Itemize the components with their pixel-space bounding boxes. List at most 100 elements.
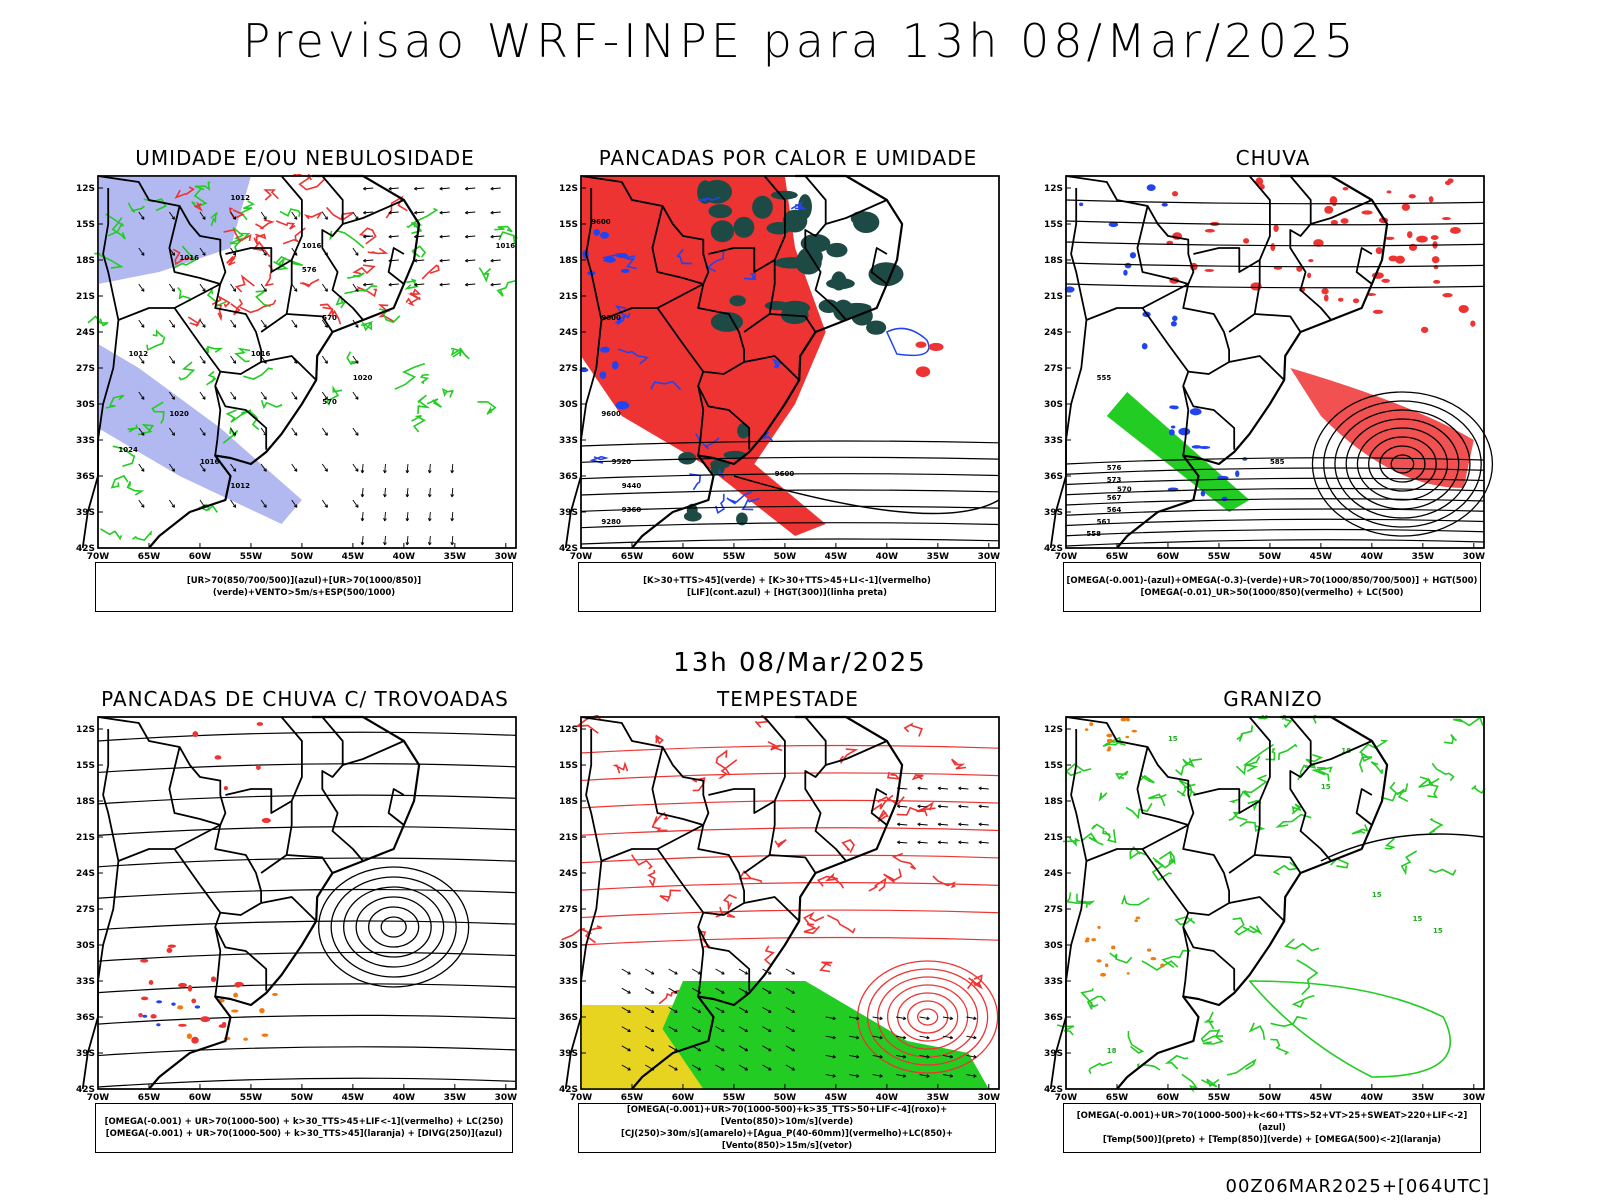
wind-vector bbox=[202, 216, 206, 220]
temp850-contour bbox=[1453, 716, 1484, 727]
wind-vector bbox=[650, 1028, 655, 1033]
temp850-contour bbox=[1203, 1011, 1215, 1030]
wind-vector bbox=[202, 360, 206, 364]
wind-vector bbox=[855, 1035, 860, 1040]
lat-tick-label: 36S bbox=[76, 1013, 95, 1023]
border-line bbox=[342, 740, 405, 766]
water-vapor-contour bbox=[722, 893, 737, 912]
contour-label: 564 bbox=[1107, 506, 1122, 514]
wind-vector bbox=[791, 1048, 795, 1052]
wind-vector bbox=[621, 987, 631, 994]
lc250-streamline bbox=[97, 794, 517, 805]
lc250-streamline bbox=[97, 731, 517, 742]
darkgreen-instability-area bbox=[701, 179, 733, 204]
wind-vector bbox=[627, 990, 631, 994]
border-line bbox=[260, 355, 317, 381]
wind-vector bbox=[141, 288, 145, 292]
orange-omega-area bbox=[1131, 729, 1138, 733]
wind-vector bbox=[141, 468, 145, 472]
water-vapor-contour bbox=[870, 794, 894, 813]
coastline bbox=[631, 174, 904, 549]
border-line bbox=[214, 926, 222, 997]
wind-vector bbox=[291, 427, 298, 436]
wind-vector bbox=[917, 823, 928, 826]
wind-vector bbox=[427, 518, 432, 522]
legend-line: [OMEGA(-0.001) + UR>70(1000-500) + k>30_… bbox=[105, 1129, 503, 1139]
wind-vector bbox=[291, 499, 298, 508]
map-base bbox=[1065, 716, 1485, 1090]
wind-vector bbox=[937, 822, 941, 827]
red-thickness-contour bbox=[407, 288, 422, 301]
wind-vector bbox=[490, 283, 501, 286]
blue-omega-area bbox=[1189, 408, 1202, 416]
darkgreen-instability-area bbox=[780, 300, 811, 315]
wind-vector bbox=[650, 1048, 655, 1052]
wind-vector bbox=[490, 235, 501, 238]
lat-tick-label: 36S bbox=[76, 472, 95, 482]
wind-vector bbox=[427, 542, 432, 546]
contour-label: 18 bbox=[1341, 747, 1351, 755]
temp850-contour bbox=[1317, 766, 1333, 773]
wind-vector bbox=[260, 211, 267, 220]
granizo-fields: 15 15 15 18 15 18 15 bbox=[1056, 715, 1486, 1093]
wind-vector bbox=[384, 535, 386, 546]
red-thickness-contour bbox=[405, 296, 421, 307]
lif-contour bbox=[617, 348, 650, 365]
lc850-streamline bbox=[580, 744, 1000, 754]
wind-vector bbox=[674, 1009, 678, 1013]
water-vapor-contour bbox=[646, 869, 656, 888]
wind-vector bbox=[429, 463, 431, 474]
wind-vector bbox=[383, 494, 387, 498]
coastline bbox=[1116, 715, 1389, 1090]
wind-vector bbox=[721, 990, 725, 994]
wind-vector bbox=[849, 1074, 860, 1077]
lon-tick-label: 35W bbox=[444, 552, 467, 562]
wind-vector bbox=[744, 971, 749, 975]
blue-omega-area bbox=[1064, 286, 1075, 293]
wind-vector bbox=[291, 319, 298, 328]
red-rain-area bbox=[1420, 326, 1429, 333]
wind-vector bbox=[230, 211, 237, 220]
lif-contour bbox=[706, 251, 725, 273]
wind-vector bbox=[324, 288, 328, 292]
lat-tick-label: 33S bbox=[559, 436, 578, 446]
wind-vector bbox=[263, 252, 267, 256]
wind-vector bbox=[791, 990, 795, 994]
blue-lifted-index bbox=[600, 346, 610, 353]
orange-omega-area bbox=[1146, 948, 1152, 952]
lat-tick-label: 42S bbox=[1044, 1085, 1063, 1095]
blue-lifted-index bbox=[620, 268, 630, 274]
green-humidity-contour bbox=[255, 289, 271, 307]
lc500-streamline bbox=[1311, 391, 1494, 537]
border-line bbox=[804, 175, 847, 321]
map-frame-outline bbox=[97, 175, 517, 549]
wind-vector bbox=[321, 319, 328, 328]
wind-vector bbox=[465, 210, 469, 215]
wind-vector bbox=[324, 468, 328, 472]
geo-lines bbox=[81, 715, 421, 1090]
wind-vector bbox=[721, 1067, 725, 1071]
temp850-contour bbox=[1226, 1058, 1257, 1076]
lat-tick-label: 18S bbox=[76, 797, 95, 807]
wind-vector bbox=[232, 360, 237, 364]
lat-tick-label: 30S bbox=[76, 941, 95, 951]
red-thickness-contour bbox=[319, 303, 334, 316]
temp850-contour bbox=[1148, 793, 1167, 807]
wind-vector bbox=[738, 1026, 748, 1032]
wind-vector bbox=[958, 840, 962, 845]
temp850-contour bbox=[1065, 763, 1092, 777]
wind-vector bbox=[291, 391, 298, 400]
wind-vector bbox=[138, 463, 145, 472]
lc500-streamline bbox=[1368, 436, 1437, 492]
red-thickness-contour bbox=[421, 264, 440, 280]
border-line bbox=[97, 175, 268, 450]
wind-vector bbox=[691, 1064, 702, 1071]
lc850-streamline bbox=[580, 882, 1000, 891]
temp850-contour bbox=[1265, 748, 1276, 761]
legend-line: [CJ(250)>30m/s](amarelo)+[Agua_P(40-60mm… bbox=[620, 1129, 954, 1151]
wind-vector bbox=[263, 216, 267, 220]
temp850-contour bbox=[1200, 1030, 1224, 1043]
lat-tick-label: 39S bbox=[559, 1049, 578, 1059]
orange-omega-area bbox=[1125, 717, 1130, 721]
